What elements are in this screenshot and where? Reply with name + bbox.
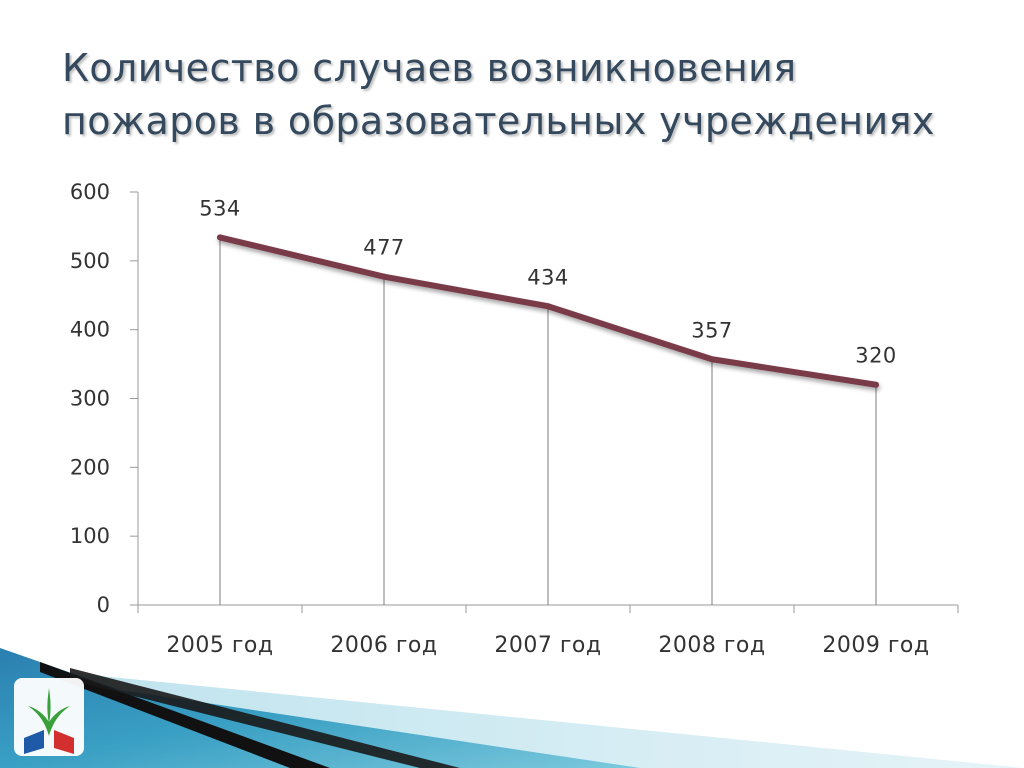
chart-drop-lines bbox=[219, 237, 877, 605]
decor-dark-stripe-2 bbox=[70, 668, 460, 768]
data-point bbox=[217, 234, 223, 241]
y-tick-label: 300 bbox=[70, 387, 110, 411]
union-emblem-icon bbox=[14, 678, 84, 756]
y-tick-label: 200 bbox=[70, 455, 110, 479]
y-tick-label: 500 bbox=[70, 249, 110, 273]
data-point bbox=[709, 356, 715, 363]
chart-series bbox=[217, 234, 879, 388]
x-tick-label: 2007 год bbox=[494, 633, 601, 658]
data-point bbox=[545, 303, 551, 310]
decor-teal-band bbox=[0, 648, 640, 768]
chart-axes: 0 100 200 300 400 500 600 2005 год 2006 год 2007 … bbox=[70, 180, 959, 658]
x-tick-label: 2008 год bbox=[658, 633, 765, 658]
x-tick-label: 2005 год bbox=[166, 633, 273, 658]
data-label: 434 bbox=[527, 265, 569, 289]
y-tick-label: 400 bbox=[70, 318, 110, 342]
data-point bbox=[381, 273, 387, 280]
data-point bbox=[873, 381, 879, 388]
y-tick-label: 0 bbox=[97, 593, 110, 617]
x-tick-label: 2006 год bbox=[330, 633, 437, 658]
x-tick-label: 2009 год bbox=[822, 633, 929, 658]
data-label: 357 bbox=[691, 318, 733, 342]
data-label: 534 bbox=[199, 196, 241, 220]
chart-labels: 534 477 434 357 320 bbox=[199, 196, 897, 368]
page-title: Количество случаев возникновения пожаров… bbox=[62, 42, 992, 148]
data-label: 320 bbox=[855, 344, 897, 368]
data-label: 477 bbox=[363, 236, 405, 260]
title-line-2: пожаров в образовательных учреждениях bbox=[62, 99, 935, 143]
decor-light-band bbox=[60, 672, 1024, 768]
y-tick-label: 100 bbox=[70, 524, 110, 548]
title-line-1: Количество случаев возникновения bbox=[62, 46, 797, 90]
y-tick-label: 600 bbox=[70, 180, 110, 204]
